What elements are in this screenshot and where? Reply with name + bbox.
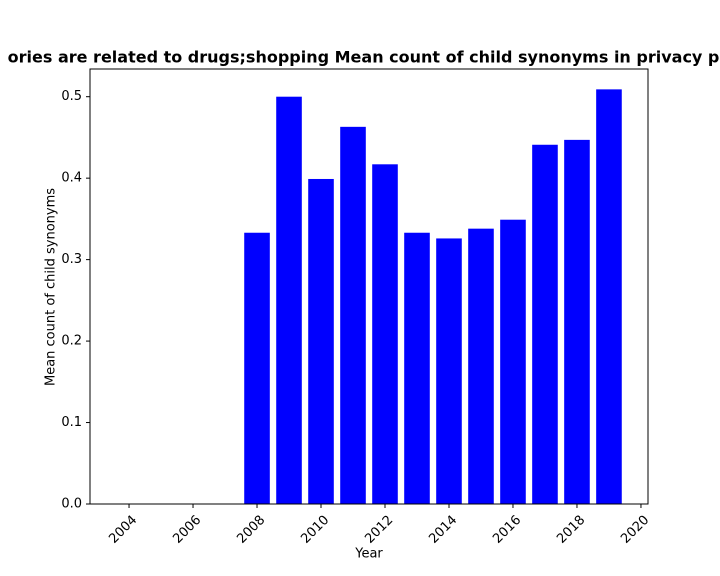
y-tick-label: 0.4 — [61, 171, 82, 186]
bar — [596, 89, 622, 504]
y-axis-label: Mean count of child synonyms — [44, 188, 59, 386]
bar — [244, 232, 270, 504]
bar — [500, 219, 526, 504]
x-tick-label: 2020 — [618, 513, 652, 547]
y-tick-label: 0.0 — [61, 497, 82, 512]
x-tick-label: 2016 — [490, 513, 524, 547]
x-tick-label: 2012 — [362, 513, 396, 547]
bar — [372, 164, 398, 504]
y-tick-label: 0.2 — [61, 334, 82, 349]
chart-title: ories are related to drugs;shopping Mean… — [8, 48, 720, 67]
bar — [436, 238, 462, 504]
bar — [468, 228, 494, 505]
bar — [276, 96, 302, 505]
x-tick-label: 2010 — [298, 513, 332, 547]
y-tick-label: 0.1 — [61, 415, 82, 430]
x-tick-label: 2008 — [234, 513, 268, 547]
bar — [564, 139, 590, 504]
x-tick-label: 2006 — [170, 513, 204, 547]
y-tick-label: 0.5 — [61, 89, 82, 104]
x-axis-label: Year — [354, 547, 383, 562]
x-tick-label: 2014 — [426, 513, 460, 547]
bar — [532, 144, 558, 504]
y-tick-label: 0.3 — [61, 252, 82, 267]
bar — [340, 126, 366, 504]
x-tick-label: 2004 — [106, 513, 140, 547]
bar — [308, 178, 334, 504]
plot-frame — [89, 68, 649, 505]
x-tick-label: 2018 — [554, 513, 588, 547]
bar — [404, 232, 430, 504]
